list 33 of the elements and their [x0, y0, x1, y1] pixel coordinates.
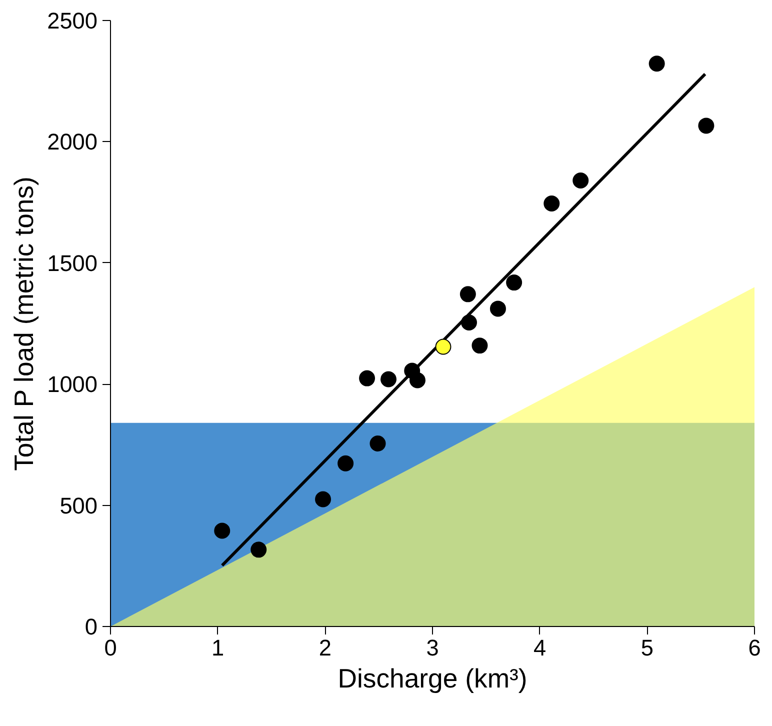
point	[338, 455, 354, 472]
y-tick-label: 0	[84, 614, 98, 640]
y-axis-title: Total P load (metric tons)	[9, 176, 40, 471]
x-tick-label: 2	[318, 634, 332, 660]
point	[359, 370, 376, 386]
point	[370, 436, 386, 452]
point	[214, 522, 230, 539]
x-tick-label: 3	[426, 634, 439, 660]
point	[315, 491, 332, 508]
point	[698, 118, 714, 134]
point	[250, 542, 267, 558]
point	[460, 314, 477, 331]
x-tick-label: 0	[104, 634, 117, 660]
y-tick-label: 2000	[47, 128, 98, 155]
x-axis-title: Discharge (km³)	[338, 664, 528, 694]
x-tick-label: 5	[640, 634, 654, 660]
y-tick-label: 2500	[47, 8, 98, 34]
point	[435, 338, 452, 355]
point	[544, 196, 560, 212]
x-tick-label: 4	[534, 634, 546, 660]
point	[490, 300, 506, 317]
y-tick-label: 500	[60, 492, 98, 518]
point	[460, 286, 476, 302]
point	[648, 56, 665, 72]
point	[472, 338, 488, 354]
point	[380, 371, 396, 388]
point	[572, 172, 589, 188]
point	[506, 274, 522, 291]
x-tick-label: 6	[748, 634, 761, 660]
y-tick-label: 1000	[47, 371, 98, 398]
x-tick-label: 1	[212, 634, 224, 660]
y-tick-label: 1500	[47, 250, 98, 276]
point	[409, 372, 426, 388]
